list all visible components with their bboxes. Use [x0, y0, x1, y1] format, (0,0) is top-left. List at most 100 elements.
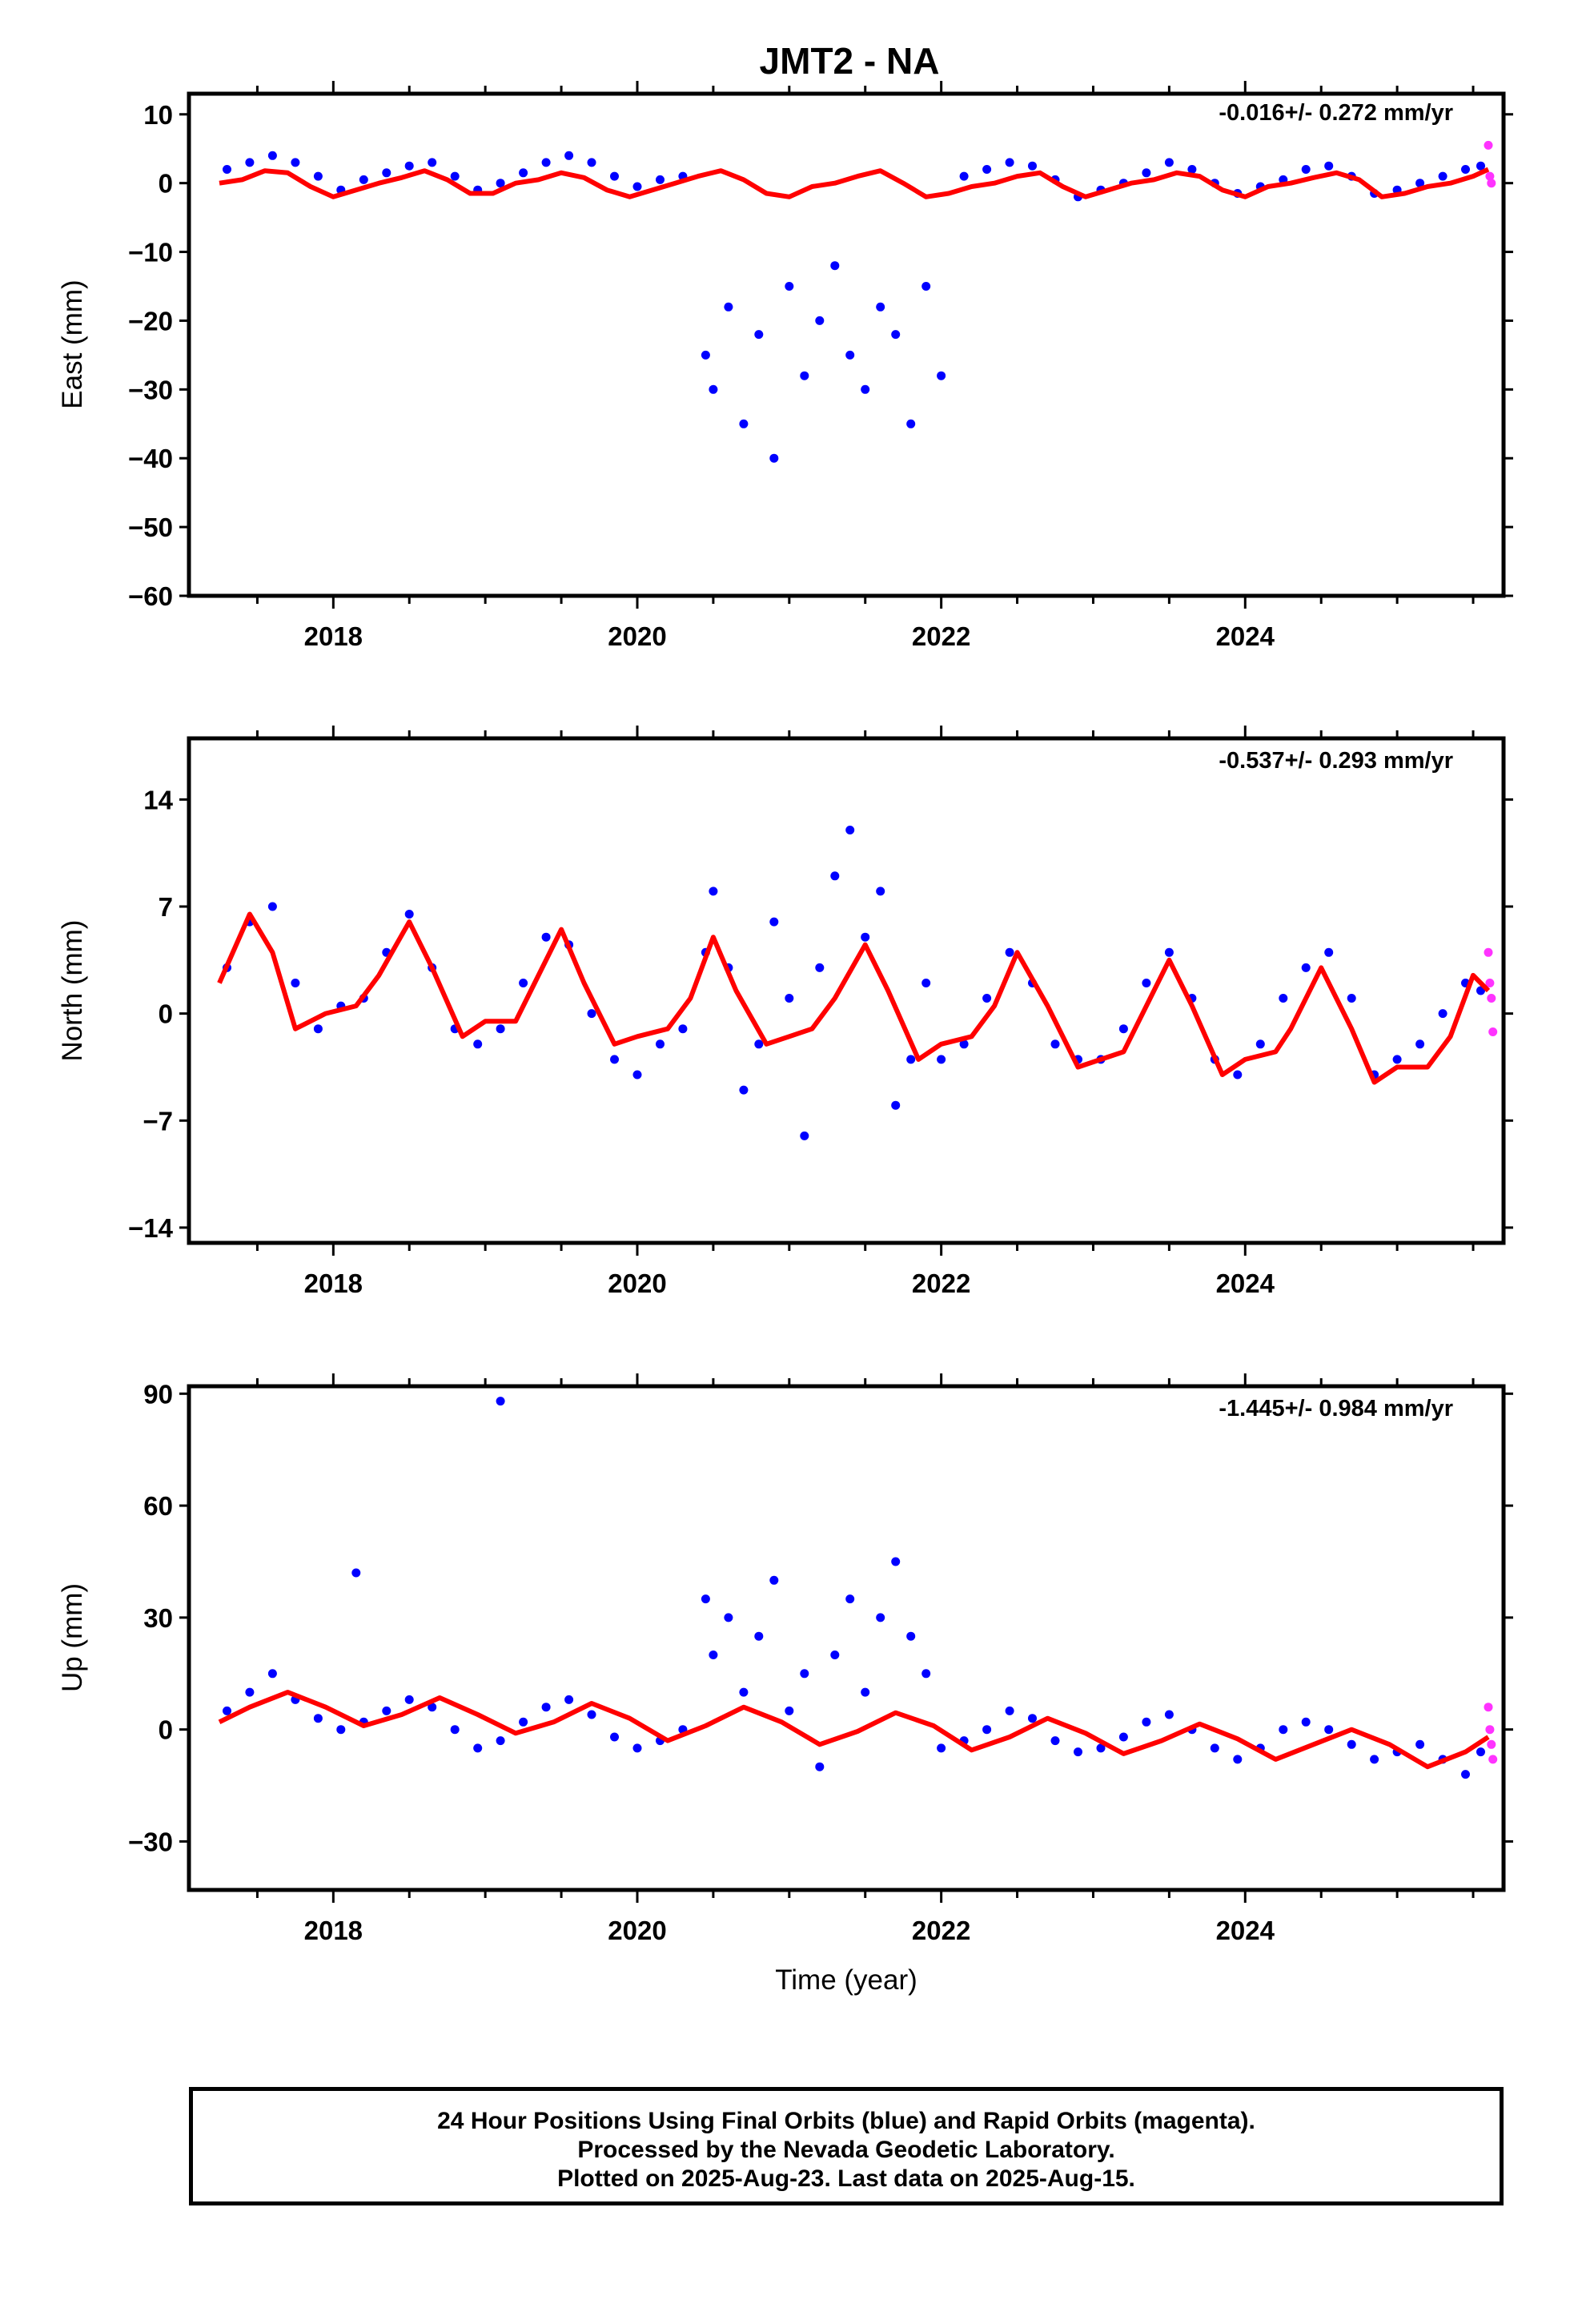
up-panel: 9060300−302018 2020 2022 2024 Up (mm) -1.44…	[57, 1373, 1513, 1945]
footer-line-3: Plotted on 2025-Aug-23. Last data on 202…	[193, 2165, 1500, 2193]
up-final-point	[701, 1594, 710, 1603]
east-final-point	[1006, 158, 1014, 167]
east-ytick-label: 0	[159, 169, 173, 199]
north-final-point	[921, 979, 930, 987]
north-final-point	[291, 979, 299, 987]
up-final-point	[1074, 1747, 1082, 1756]
east-final-point	[245, 158, 254, 167]
up-final-point	[1119, 1733, 1128, 1742]
up-final-point	[815, 1763, 824, 1771]
east-final-point	[542, 158, 551, 167]
east-final-point	[1142, 168, 1150, 177]
up-final-point	[1415, 1740, 1424, 1749]
north-final-point	[800, 1132, 809, 1140]
east-ytick-label: −30	[128, 375, 173, 404]
up-rapid-point	[1487, 1740, 1496, 1749]
north-final-point	[906, 1055, 915, 1063]
up-final-point	[830, 1651, 839, 1659]
up-final-point	[496, 1736, 505, 1745]
chart-figure: JMT2 - NA 100−10−20−30−40−50−602018 2020 2…	[0, 0, 1582, 2324]
east-final-point	[876, 303, 885, 312]
north-final-point	[1119, 1024, 1128, 1033]
north-xtick-label: 2024	[1216, 1269, 1275, 1298]
east-rapid-point	[1487, 179, 1496, 187]
east-rapid-point	[1484, 141, 1493, 150]
up-final-point	[1347, 1740, 1356, 1749]
north-rapid-point	[1484, 948, 1493, 957]
north-final-point	[1393, 1055, 1402, 1063]
east-final-point	[861, 385, 869, 394]
north-final-point	[1324, 948, 1333, 957]
east-ytick-label: −50	[128, 513, 173, 542]
east-final-point	[891, 330, 900, 339]
north-rapid-point	[1488, 1027, 1497, 1036]
north-final-point	[268, 903, 277, 911]
up-final-point	[769, 1576, 778, 1585]
up-xtick-label: 2022	[912, 1916, 970, 1945]
east-final-point	[739, 420, 748, 428]
up-final-point	[1028, 1714, 1037, 1723]
north-model-line	[219, 915, 1488, 1083]
up-axes: 90 60 30 0 −30 2018 2020 2022 2024	[128, 1373, 1513, 1945]
up-final-point	[268, 1669, 277, 1678]
north-final-point	[769, 918, 778, 927]
north-ytick-label: −7	[143, 1106, 173, 1136]
footer-line-1: 24 Hour Positions Using Final Orbits (bl…	[193, 2107, 1500, 2136]
east-final-point	[845, 351, 854, 360]
east-final-point	[906, 420, 915, 428]
north-xtick-label: 2018	[304, 1269, 363, 1298]
east-final-point	[1302, 165, 1311, 174]
up-plot-frame	[189, 1386, 1504, 1890]
north-final-point	[1279, 994, 1287, 1003]
up-final-point	[1279, 1725, 1287, 1734]
up-final-point	[800, 1669, 809, 1678]
east-final-point	[1165, 158, 1174, 167]
east-final-point	[960, 172, 969, 181]
north-final-point	[845, 826, 854, 834]
east-final-point	[359, 175, 368, 184]
up-ytick-label: 60	[143, 1491, 173, 1521]
north-final-point	[678, 1024, 687, 1033]
east-final-point	[800, 372, 809, 380]
up-final-point	[633, 1743, 642, 1752]
north-axis-label: North (mm)	[57, 920, 88, 1062]
north-final-point	[830, 871, 839, 880]
east-final-point	[588, 158, 596, 167]
up-rapid-point	[1485, 1725, 1494, 1734]
footer-caption-box: 24 Hour Positions Using Final Orbits (bl…	[189, 2087, 1504, 2205]
north-final-point	[1165, 948, 1174, 957]
east-final-point	[268, 151, 277, 160]
north-final-point	[754, 1039, 763, 1048]
east-ytick-label: −10	[128, 238, 173, 267]
up-final-point	[937, 1743, 946, 1752]
north-final-point	[709, 887, 717, 895]
north-final-point	[1415, 1039, 1424, 1048]
east-rate-label: -0.016+/- 0.272 mm/yr	[1219, 100, 1453, 126]
north-final-point	[1006, 948, 1014, 957]
up-xtick-label: 2024	[1216, 1916, 1275, 1945]
east-final-point	[656, 175, 665, 184]
up-final-point	[1370, 1755, 1379, 1763]
up-final-point	[921, 1669, 930, 1678]
north-rapid-point	[1487, 994, 1496, 1003]
east-xtick-label: 2024	[1216, 621, 1275, 651]
east-final-point	[709, 385, 717, 394]
footer-line-2: Processed by the Nevada Geodetic Laborat…	[193, 2136, 1500, 2165]
up-final-point	[1165, 1711, 1174, 1719]
up-rapid-point	[1484, 1703, 1493, 1711]
up-final-point	[519, 1718, 528, 1727]
north-plot-frame	[189, 738, 1504, 1243]
north-final-point	[937, 1055, 946, 1063]
north-final-point	[1256, 1039, 1265, 1048]
east-ytick-label: 10	[143, 100, 173, 130]
east-final-point	[223, 165, 231, 174]
up-final-point	[709, 1651, 717, 1659]
up-final-point	[496, 1397, 505, 1405]
up-xtick-label: 2020	[608, 1916, 666, 1945]
east-xtick-label: 2022	[912, 621, 970, 651]
east-final-point	[291, 158, 299, 167]
north-final-point	[1051, 1039, 1060, 1048]
up-final-point	[845, 1594, 854, 1603]
up-final-point	[739, 1688, 748, 1697]
east-final-point	[769, 454, 778, 463]
